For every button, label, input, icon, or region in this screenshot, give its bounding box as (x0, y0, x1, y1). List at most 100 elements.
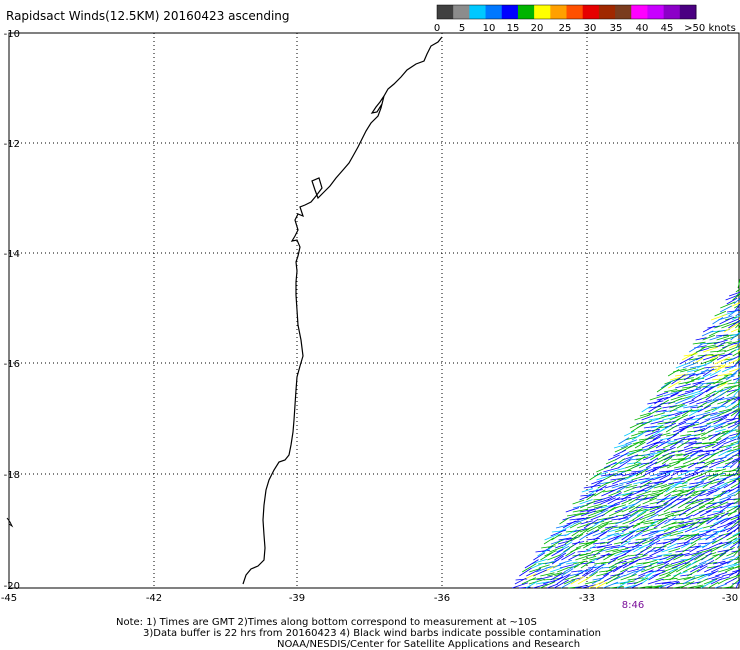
wind-barb (684, 552, 700, 557)
wind-barb (645, 430, 660, 437)
wind-barb (603, 467, 620, 473)
wind-barb (645, 555, 662, 561)
wind-barb (727, 563, 740, 569)
wind-barb (681, 485, 694, 489)
wind-barb (579, 508, 596, 513)
wind-barb (694, 436, 706, 441)
wind-barb (576, 523, 589, 529)
wind-barb (705, 393, 716, 401)
wind-barb (556, 545, 570, 553)
wind-barb (572, 499, 585, 505)
wind-barb (624, 436, 638, 441)
wind-barb (695, 354, 707, 361)
wind-barb (596, 572, 609, 577)
wind-barb (696, 458, 709, 465)
wind-barb (592, 542, 606, 545)
wind-barb (672, 427, 686, 437)
wind-barb (655, 409, 667, 413)
wind-barb (646, 539, 661, 549)
wind-barb (710, 459, 725, 465)
wind-barb (715, 430, 729, 437)
wind-barb (712, 316, 724, 325)
wind-barb (730, 519, 740, 529)
wind-barb (586, 524, 602, 533)
wind-barb (730, 482, 740, 489)
wind-barb (669, 438, 684, 449)
wind-barb (724, 385, 737, 389)
wind-barb (684, 499, 700, 505)
wind-barb (728, 291, 740, 297)
wind-barb (691, 551, 704, 557)
wind-barb (600, 497, 616, 505)
wind-barb (661, 547, 676, 553)
wind-barb (718, 414, 730, 421)
wind-barb (662, 530, 678, 537)
wind-barb (727, 310, 740, 313)
wind-barb (617, 475, 633, 481)
wind-barb (711, 527, 727, 537)
legend-label: 10 (483, 23, 496, 34)
wind-barb (558, 523, 575, 533)
wind-barb (720, 563, 738, 569)
wind-barb (592, 531, 606, 537)
wind-barb (724, 365, 737, 369)
wind-barb (648, 451, 662, 457)
wind-barb (625, 511, 639, 521)
wind-barb (716, 512, 729, 521)
wind-barb (617, 555, 629, 561)
wind-barb (612, 562, 628, 573)
wind-barb (688, 483, 704, 489)
wind-barb (698, 558, 714, 565)
wind-barb (684, 447, 701, 453)
wind-barb (675, 582, 691, 585)
wind-barb (631, 567, 645, 577)
wind-barb (699, 516, 715, 525)
wind-barb (621, 530, 635, 541)
wind-barb (717, 457, 733, 465)
wind-barb (711, 576, 724, 581)
wind-barb (617, 569, 628, 577)
wind-barb (663, 446, 676, 453)
wind-barb (730, 327, 740, 333)
note-line-1: Note: 1) Times are GMT 2)Times along bot… (116, 617, 537, 628)
wind-barb (663, 392, 679, 401)
wind-barb (696, 547, 710, 553)
wind-barb (598, 481, 611, 485)
wind-barb (519, 586, 531, 589)
wind-barb (605, 459, 617, 465)
wind-barb (612, 581, 628, 585)
wind-barb (591, 548, 604, 553)
wind-barb (653, 412, 666, 417)
wind-barb (690, 346, 706, 357)
wind-barb (616, 484, 630, 493)
wind-barb (692, 562, 707, 569)
wind-barb (671, 562, 687, 569)
wind-barb (732, 293, 740, 301)
wind-barb (664, 488, 677, 497)
wind-barb (656, 553, 672, 557)
wind-barb (536, 566, 552, 573)
wind-barb (710, 364, 724, 369)
wind-barb (711, 440, 727, 449)
wind-barb (729, 434, 740, 441)
wind-barb (691, 534, 707, 541)
wind-barb (729, 569, 740, 577)
wind-barb (711, 404, 725, 413)
wind-barb (636, 490, 652, 497)
wind-barb (702, 355, 718, 361)
wind-barb (724, 345, 740, 353)
wind-barb (639, 524, 657, 529)
wind-barb (727, 382, 740, 385)
wind-barb (611, 525, 629, 529)
wind-barb (540, 572, 555, 577)
wind-barb (630, 582, 643, 589)
wind-barb (710, 578, 723, 585)
wind-barb (719, 549, 730, 557)
wind-barb (687, 473, 703, 481)
wind-barb (596, 552, 610, 561)
wind-barb (733, 548, 740, 557)
wind-barb (705, 531, 718, 541)
wind-barb (670, 553, 683, 557)
wind-barb (627, 541, 640, 545)
wind-barb (728, 358, 740, 365)
